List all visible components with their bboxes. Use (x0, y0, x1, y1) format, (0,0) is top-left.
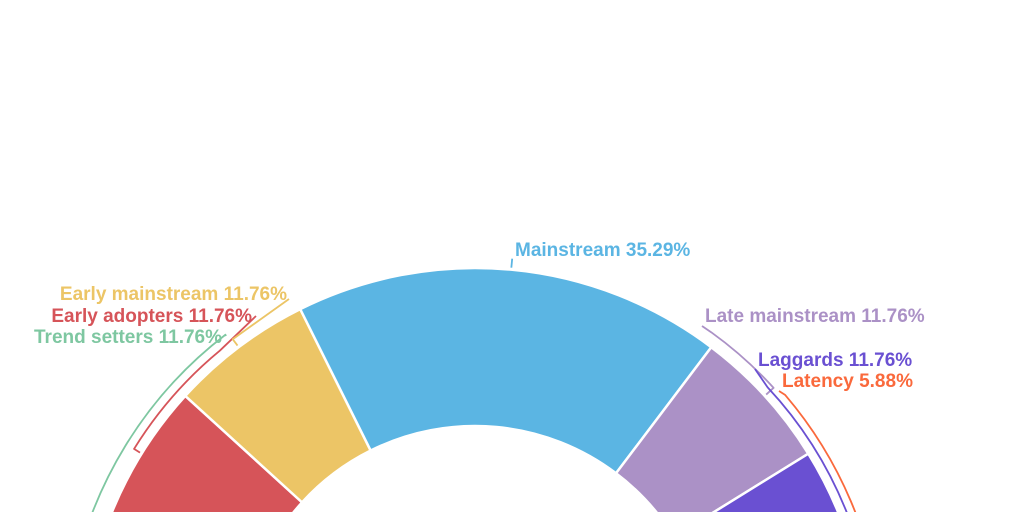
leader-line-early-adopters (133, 315, 257, 454)
leader-lines (91, 258, 857, 512)
slice-label-late-mainstream: Late mainstream 11.76% (705, 306, 925, 327)
leader-line-laggards (754, 368, 848, 512)
slice-label-trend-setters: Trend setters 11.76% (34, 327, 222, 348)
slice-label-laggards: Laggards 11.76% (758, 350, 912, 371)
leader-line-latency (778, 390, 857, 512)
slice-label-mainstream: Mainstream 35.29% (515, 240, 690, 261)
slice-mainstream[interactable] (298, 266, 714, 476)
slice-laggards[interactable] (674, 451, 860, 512)
slice-label-early-adopters: Early adopters 11.76% (51, 306, 252, 327)
slice-label-early-mainstream: Early mainstream 11.76% (60, 284, 287, 305)
slice-label-latency: Latency 5.88% (782, 371, 913, 392)
leader-line-early-mainstream (231, 298, 290, 347)
leader-line-mainstream (510, 258, 514, 268)
slice-labels: Trend setters 11.76%Early adopters 11.76… (34, 240, 925, 392)
leader-line-late-mainstream (701, 325, 775, 396)
donut-slices (110, 266, 860, 512)
leader-line-trend-setters (91, 333, 227, 512)
